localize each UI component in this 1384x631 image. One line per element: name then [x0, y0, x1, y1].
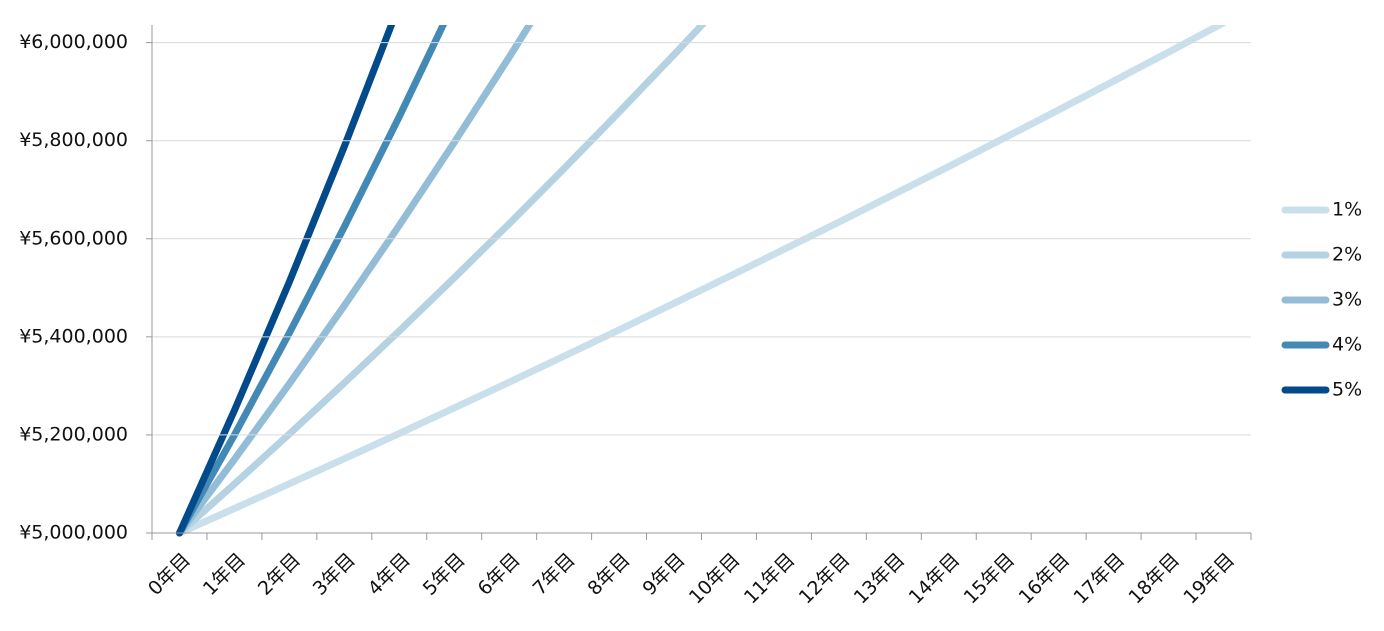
- y-tick-label: ¥5,800,000: [19, 129, 128, 151]
- x-tick-label: 15年目: [960, 549, 1020, 609]
- x-tick-label: 3年目: [309, 549, 360, 600]
- y-tick-label: ¥6,000,000: [19, 31, 128, 53]
- y-tick-label: ¥5,600,000: [19, 227, 128, 249]
- legend-label: 2%: [1332, 244, 1362, 266]
- series-line: [176, 25, 707, 537]
- x-tick-label: 0年目: [144, 549, 195, 600]
- x-tick-label: 17年目: [1070, 549, 1130, 609]
- x-tick-label: 14年目: [905, 549, 965, 609]
- x-tick-label: 18年目: [1124, 549, 1184, 609]
- series-line: [176, 25, 534, 537]
- y-tick-label: ¥5,200,000: [19, 423, 128, 445]
- x-tick-label: 8年目: [584, 549, 635, 600]
- x-tick-label: 4年目: [364, 549, 415, 600]
- plot-lines: [176, 25, 1227, 537]
- series-line: [176, 25, 447, 537]
- legend-label: 3%: [1332, 289, 1362, 311]
- x-tick-label: 6年目: [474, 549, 525, 600]
- series-line: [176, 25, 1227, 537]
- x-tick-label: 16年目: [1015, 549, 1075, 609]
- legend-label: 1%: [1332, 199, 1362, 221]
- y-tick-label: ¥5,400,000: [19, 325, 128, 347]
- legend-label: 4%: [1332, 334, 1362, 356]
- series-line: [176, 25, 396, 537]
- legend-label: 5%: [1332, 379, 1362, 401]
- x-tick-label: 5年目: [419, 549, 470, 600]
- x-tick-label: 19年目: [1179, 549, 1239, 609]
- x-tick-label: 2年目: [254, 549, 305, 600]
- y-tick-label: ¥5,000,000: [19, 522, 128, 544]
- x-tick-label: 1年目: [199, 549, 250, 600]
- x-tick-label: 9年目: [638, 549, 689, 600]
- x-tick-label: 7年目: [529, 549, 580, 600]
- x-tick-label: 10年目: [685, 549, 745, 609]
- x-tick-label: 12年目: [795, 549, 855, 609]
- x-tick-label: 13年目: [850, 549, 910, 609]
- x-tick-label: 11年目: [740, 549, 800, 609]
